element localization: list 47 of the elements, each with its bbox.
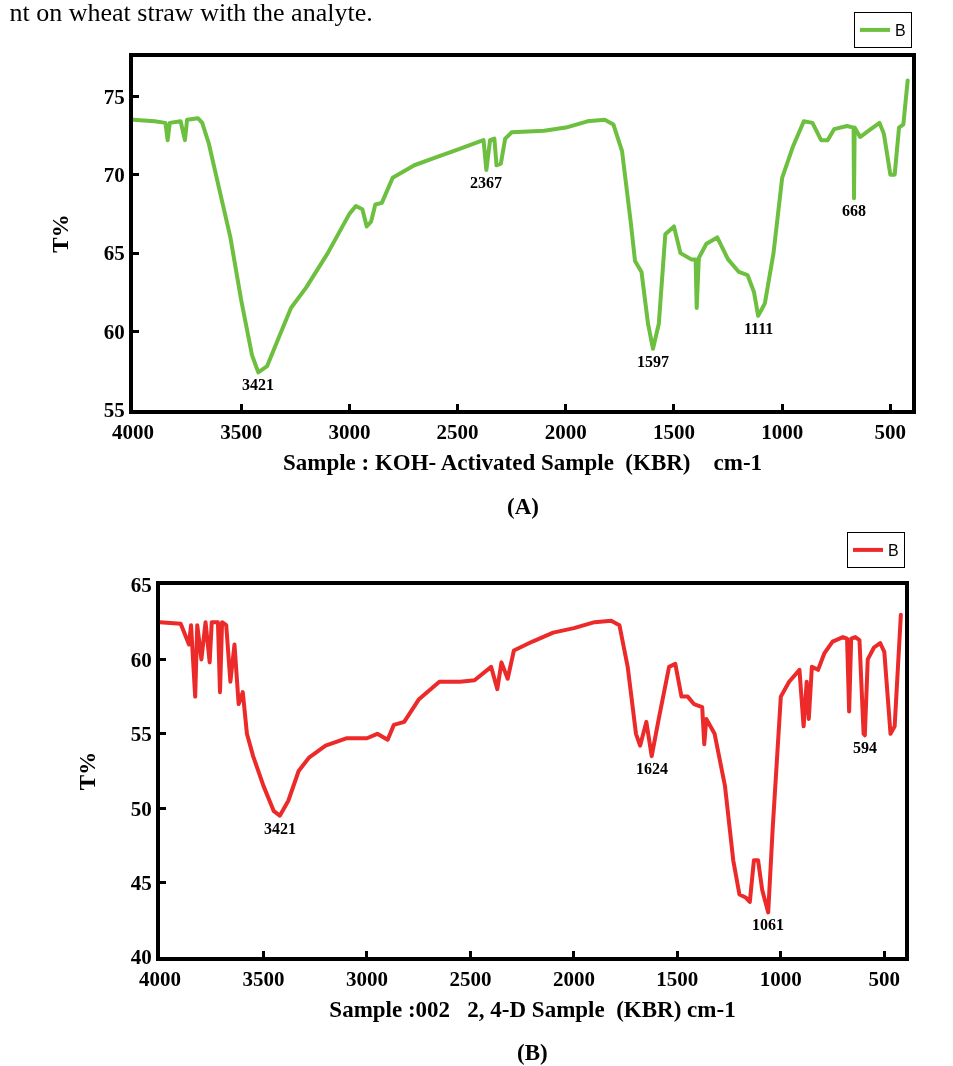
legend-label: B <box>888 542 899 560</box>
annotation: 594 <box>853 739 877 756</box>
annotation: 1061 <box>752 916 784 933</box>
x-tick-label: 3000 <box>328 420 371 445</box>
y-tick-label: 55 <box>103 398 125 423</box>
y-tick-label: 65 <box>130 573 152 598</box>
legend-label: B <box>895 22 906 40</box>
y-tick-label: 50 <box>130 796 152 821</box>
y-axis-title: T% <box>74 751 100 791</box>
x-tick-label: 2000 <box>552 967 595 992</box>
y-tick-label: 55 <box>130 722 152 747</box>
annotation: 668 <box>842 202 866 219</box>
x-tick-label: 4000 <box>139 967 181 992</box>
x-tick-label: 3500 <box>220 420 263 445</box>
annotation: 1111 <box>744 320 774 337</box>
x-tick-label: 2000 <box>544 420 587 445</box>
y-axis-title: T% <box>47 214 73 253</box>
y-tick-label: 75 <box>103 84 125 109</box>
annotation: 3421 <box>264 820 296 837</box>
x-tick-label: 500 <box>868 967 901 992</box>
x-tick-label: 1500 <box>652 420 695 445</box>
x-tick-label: 1500 <box>656 967 699 992</box>
y-tick-label: 65 <box>103 241 125 266</box>
y-tick-label: 70 <box>103 163 125 188</box>
annotation: 1624 <box>636 760 668 777</box>
x-axis-title: Sample : KOH- Activated Sample (KBR) cm-1 <box>282 450 763 476</box>
x-tick-label: 1000 <box>759 967 802 992</box>
y-tick-label: 60 <box>103 319 125 344</box>
x-tick-label: 3000 <box>345 967 388 992</box>
y-tick-label: 60 <box>130 647 152 672</box>
y-tick-label: 40 <box>130 945 152 970</box>
chart-title: nt on wheat straw with the analyte. <box>9 0 373 27</box>
x-tick-label: 3500 <box>242 967 285 992</box>
text: (B) <box>517 1040 548 1065</box>
x-tick-label: 2500 <box>449 967 492 992</box>
annotation: 2367 <box>470 174 502 191</box>
x-tick-label: 2500 <box>436 420 479 445</box>
text: (A) <box>507 494 539 519</box>
line-series <box>133 78 910 375</box>
annotation: 3421 <box>242 376 274 393</box>
x-tick-label: 500 <box>874 420 907 445</box>
x-axis-title: Sample :002 2, 4-D Sample (KBR) cm-1 <box>329 997 736 1023</box>
line-series <box>160 612 903 915</box>
x-tick-label: 1000 <box>761 420 804 445</box>
y-tick-label: 45 <box>130 870 152 895</box>
x-tick-label: 4000 <box>112 420 154 445</box>
annotation: 1597 <box>637 353 669 370</box>
